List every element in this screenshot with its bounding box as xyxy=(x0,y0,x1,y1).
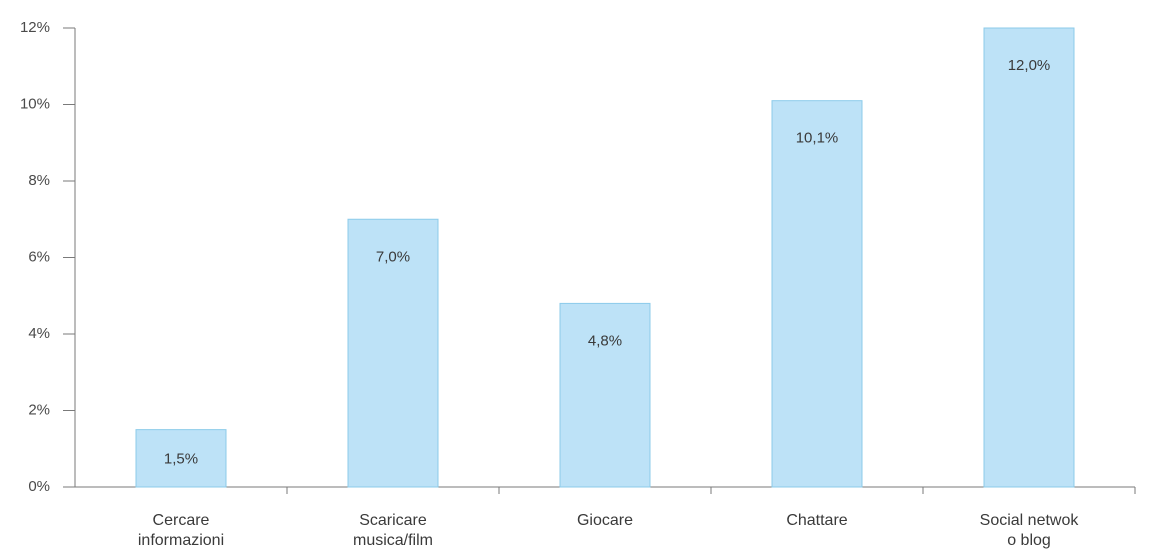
data-labels: 1,5% 7,0% 4,8% 10,1% 12,0% xyxy=(164,57,1050,467)
x-tick-label: Cercare xyxy=(153,512,210,529)
y-tick-label: 12% xyxy=(20,19,50,36)
y-tick-label: 8% xyxy=(28,172,50,189)
y-tick-label: 2% xyxy=(28,402,50,419)
data-label: 7,0% xyxy=(376,248,410,265)
x-tick-label: Giocare xyxy=(577,512,633,529)
y-tick-label: 4% xyxy=(28,325,50,342)
bar xyxy=(347,218,439,488)
y-axis: 0% 2% 4% 6% 8% 10% 12% xyxy=(20,19,76,495)
x-tick-label: o blog xyxy=(1007,532,1051,549)
y-tick-label: 10% xyxy=(20,96,50,113)
bar xyxy=(983,27,1075,488)
bar xyxy=(559,302,651,488)
x-tick-label: Scaricare xyxy=(359,512,427,529)
category-labels: Cercare informazioni Scaricare musica/film G… xyxy=(138,512,1079,549)
x-tick-label: musica/film xyxy=(353,532,433,549)
data-label: 10,1% xyxy=(796,130,839,147)
bar xyxy=(135,429,227,488)
data-label: 4,8% xyxy=(588,332,622,349)
y-tick-label: 0% xyxy=(28,478,50,495)
x-tick-label: Social netwok xyxy=(980,512,1080,529)
data-label: 1,5% xyxy=(164,450,198,467)
bars xyxy=(135,27,1075,488)
x-tick-label: Chattare xyxy=(786,512,847,529)
y-tick-label: 6% xyxy=(28,249,50,266)
bar xyxy=(771,100,863,488)
data-label: 12,0% xyxy=(1008,57,1051,74)
x-tick-label: informazioni xyxy=(138,532,224,549)
x-axis xyxy=(75,486,1136,494)
